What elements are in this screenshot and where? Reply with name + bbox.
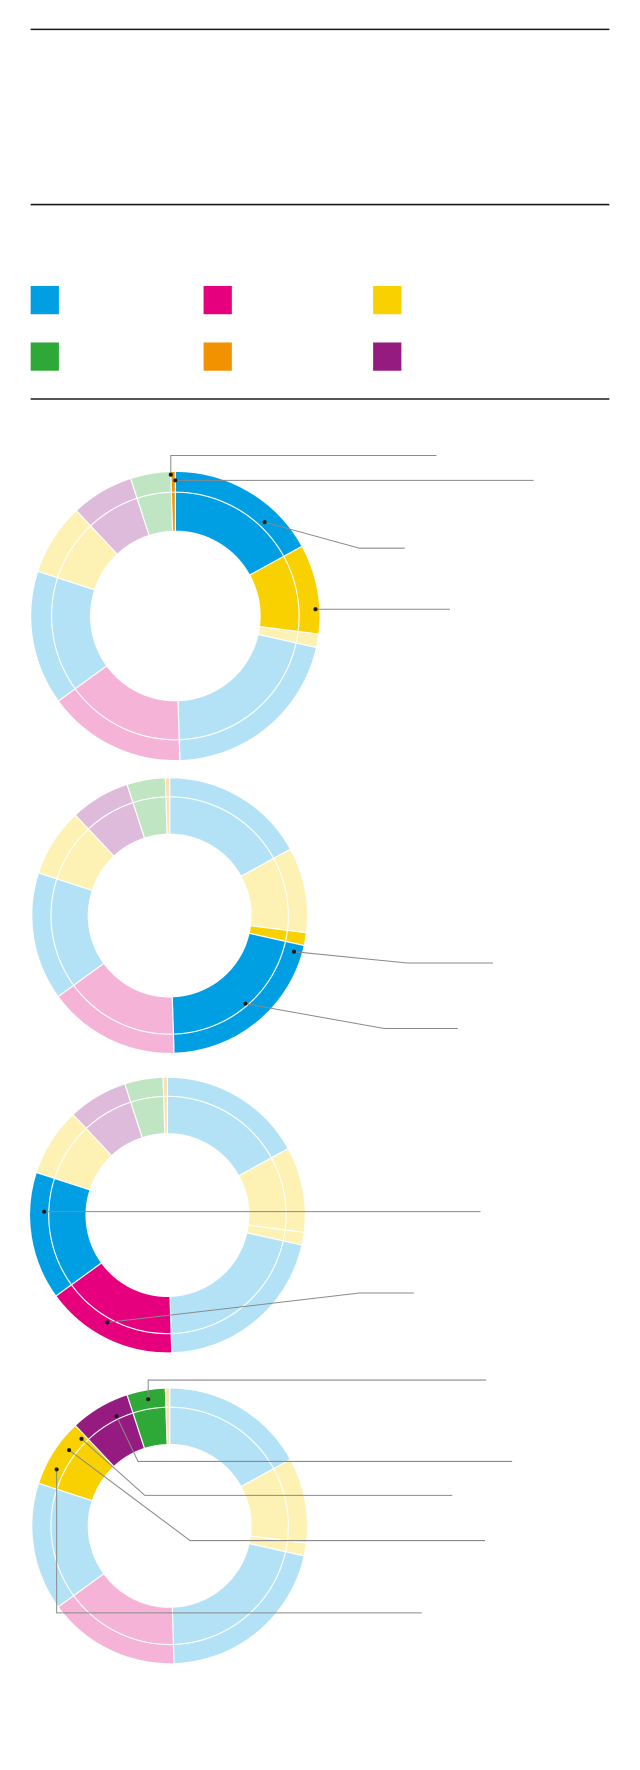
- donut-segment: [169, 1232, 303, 1354]
- ring-divider: [48, 1095, 287, 1335]
- donut-segment: [171, 1542, 305, 1665]
- donut-segment: [162, 1076, 168, 1135]
- legend-swatch: [203, 342, 232, 371]
- donut-segment: [170, 470, 176, 532]
- leader-lines: [42, 454, 534, 1614]
- ring-divider: [50, 796, 289, 1035]
- legend-swatch: [203, 285, 232, 315]
- ring-divider: [50, 491, 300, 741]
- donut-segment: [164, 1387, 171, 1446]
- legend-swatch: [30, 285, 59, 315]
- legend-swatch: [373, 285, 402, 315]
- donut-segment: [177, 633, 318, 762]
- donut-segment: [164, 777, 171, 835]
- legend-swatch: [30, 342, 59, 371]
- ring-divider: [50, 1406, 289, 1646]
- donut-segment: [171, 932, 305, 1054]
- legend-swatch: [373, 342, 402, 371]
